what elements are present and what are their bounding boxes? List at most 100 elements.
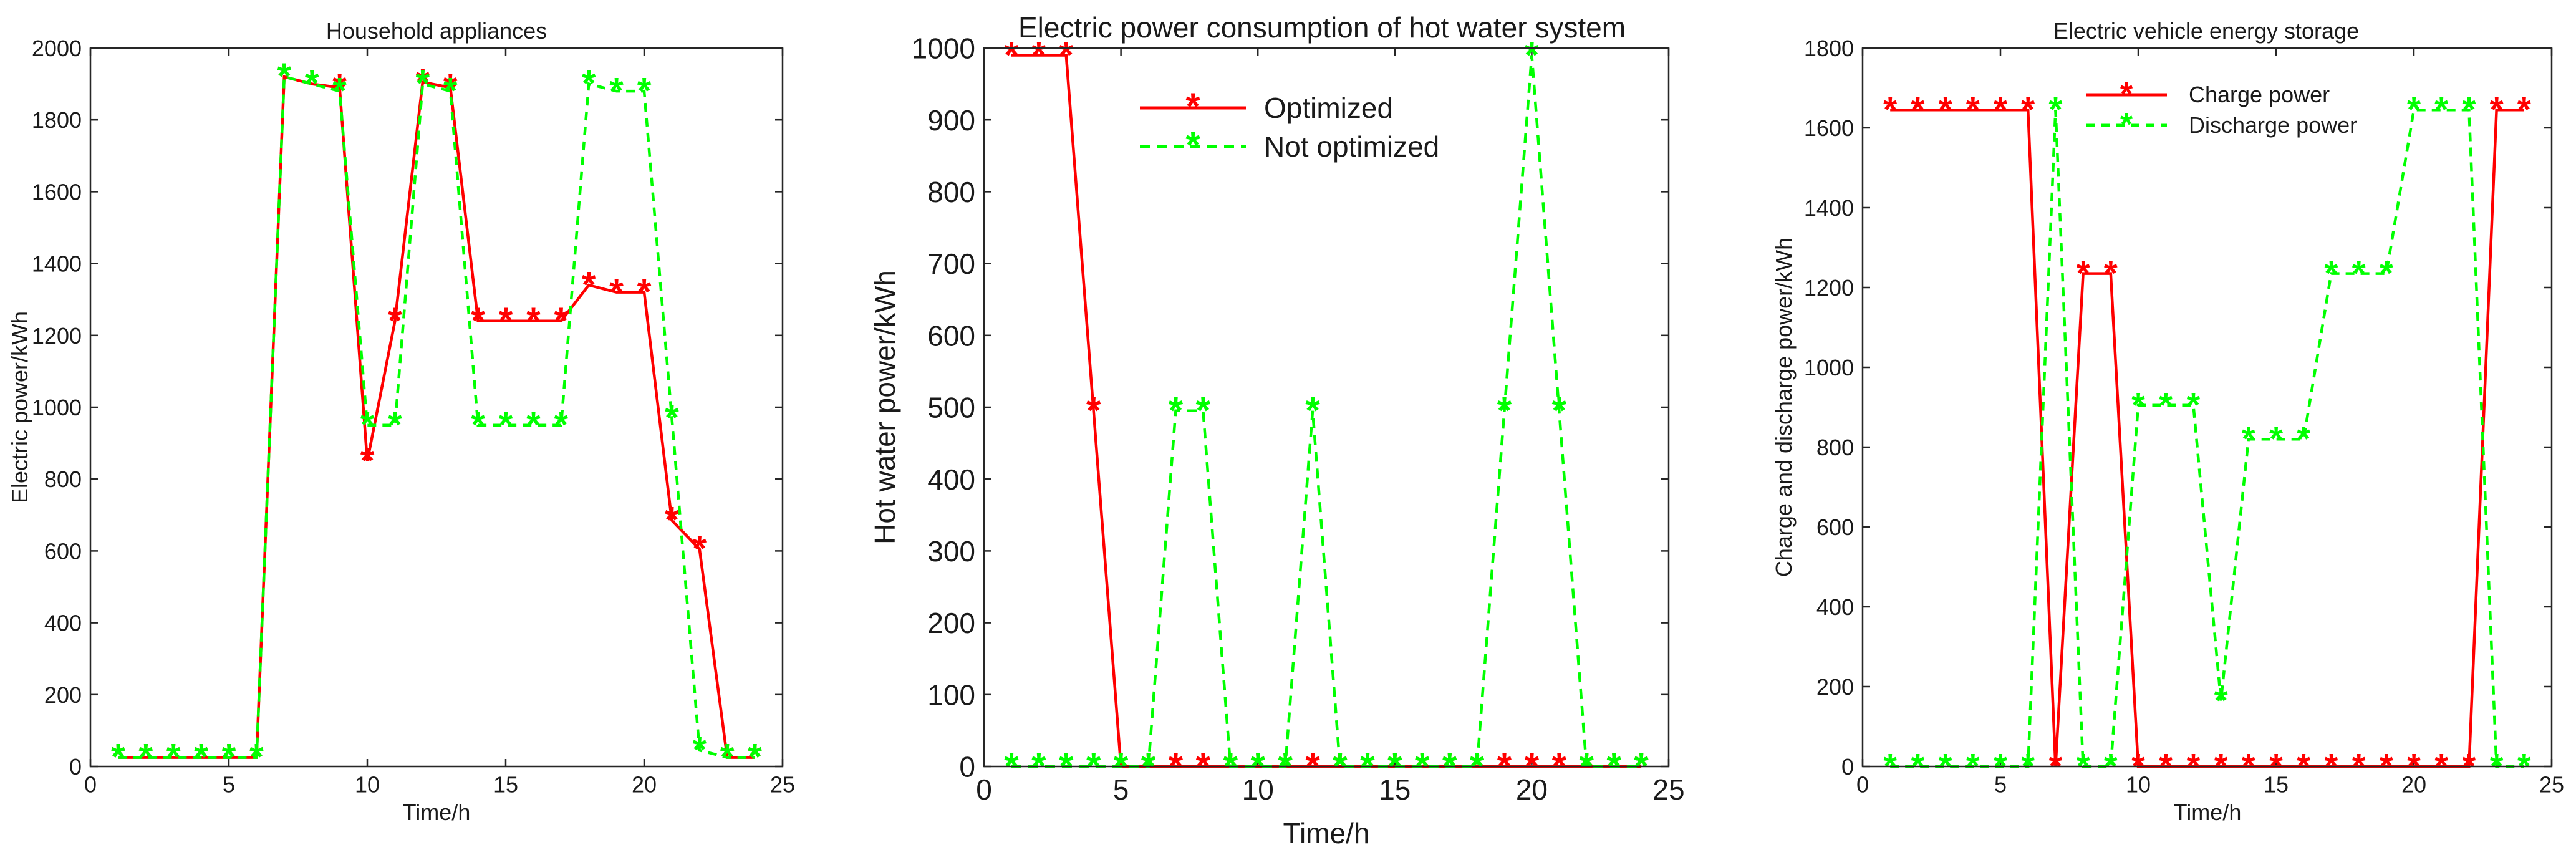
data-point-household-s0: * [139,737,153,778]
data-point-household-s0: * [222,737,236,778]
data-point-household-s0: * [249,737,264,778]
data-point-household-s1: * [305,64,319,104]
chart-ev-legend: * Charge power * Discharge power [2086,76,2357,143]
chart-ev-axes-box [1861,47,2553,768]
data-point-household-s1: * [609,70,624,111]
data-point-ev-s1: * [2242,419,2255,458]
x-tick-label: 25 [770,771,795,797]
x-tick-label: 20 [632,771,657,797]
data-point-household-s1: * [582,64,596,104]
data-point-household-s0: * [443,67,458,108]
y-tick-label: 1000 [912,32,975,65]
data-point-household-s1: * [139,737,153,778]
data-point-ev-s0: * [1994,90,2007,129]
data-point-ev-s1: * [2159,385,2173,424]
data-point-hot-water-s1: * [1552,390,1567,432]
y-tick-label: 2000 [32,36,82,61]
data-point-household-s0: * [665,500,679,541]
x-tick-label: 0 [1856,771,1869,797]
data-point-household-s1: * [249,737,264,778]
legend-marker-optimized: * [1185,85,1200,127]
data-point-ev-s0: * [1966,90,1980,129]
legend-label-discharge: Discharge power [2189,112,2357,138]
y-tick-label: 1000 [1804,355,1854,380]
data-point-household-s0: * [111,737,125,778]
data-point-hot-water-s1: * [1525,34,1540,75]
chart-household-title: Household appliances [326,18,547,44]
data-point-household-s1: * [526,405,541,445]
data-point-ev-s0: * [2104,253,2118,292]
legend-label-charge: Charge power [2189,82,2330,107]
data-point-household-s0: * [332,67,347,108]
data-point-household-s1: * [720,737,735,778]
chart-hot-water-axes-box [983,47,1670,768]
x-tick-label: 5 [1994,771,2007,797]
x-tick-label: 25 [1652,773,1684,806]
data-point-ev-s0: * [1939,90,1952,129]
y-tick-label: 300 [927,535,975,568]
y-tick-label: 200 [927,607,975,639]
data-point-household-s1: * [111,737,125,778]
data-point-household-s1: * [388,405,402,445]
data-point-ev-s0: * [1883,90,1897,129]
legend-label-not-optimized: Not optimized [1264,130,1439,163]
series-line-household-dashed [118,75,755,759]
y-tick-label: 0 [959,751,975,783]
y-tick-label: 200 [44,682,82,708]
y-tick-label: 600 [927,319,975,352]
data-point-household-s0: * [554,301,569,341]
data-point-household-s1: * [277,56,292,97]
x-tick-label: 15 [2264,771,2289,797]
data-point-household-s0: * [582,264,596,305]
data-point-ev-s1: * [2269,419,2283,458]
data-point-household-s1: * [693,730,707,770]
data-point-ev-s1: * [2297,419,2310,458]
data-point-hot-water-s0: * [1031,34,1046,75]
data-point-ev-s1: * [2214,680,2228,720]
x-tick-label: 25 [2539,771,2564,797]
data-point-ev-s0: * [2490,90,2504,129]
data-point-household-s0: * [388,301,402,341]
y-tick-label: 800 [1816,435,1854,460]
y-tick-label: 200 [1816,674,1854,700]
x-tick-label: 5 [1113,773,1129,806]
data-point-ev-s0: * [1911,90,1925,129]
x-tick-label: 0 [976,773,992,806]
legend-marker-charge: * [2120,76,2133,112]
x-tick-label: 20 [2401,771,2426,797]
data-point-household-s1: * [360,405,375,445]
data-point-household-s0: * [609,272,624,312]
y-tick-label: 400 [44,611,82,636]
chart-ev-storage: 0 5 10 15 20 25 0 200 400 600 800 1000 1200 1400 1600 1… [1771,18,2564,825]
chart-household-ylabel: Electric power/kWh [7,311,32,503]
chart-household-xlabel: Time/h [403,800,471,825]
data-point-household-s1: * [665,397,679,438]
data-point-ev-s1: * [2407,90,2421,129]
y-tick-label: 1200 [1804,275,1854,301]
data-point-ev-s0: * [2021,90,2035,129]
chart-household-appliances: 0 5 10 15 20 25 0 200 400 600 800 1000 1200 1400 1600 1… [7,18,795,825]
chart-hot-water-xlabel: Time/h [1283,817,1370,849]
chart-hot-water-ylabel: Hot water power/kWh [869,270,901,544]
data-point-ev-s0: * [2077,253,2090,292]
data-point-household-s0: * [499,301,513,341]
data-point-household-s1: * [499,405,513,445]
data-point-household-s0: * [526,301,541,341]
x-tick-label: 15 [493,771,518,797]
data-point-household-s1: * [222,737,236,778]
data-point-household-s1: * [166,737,181,778]
legend-label-optimized: Optimized [1264,92,1393,124]
chart-hot-water-ticks: 0 5 10 15 20 25 0 100 200 300 400 500 600 700 800 900 10… [912,32,1685,806]
x-tick-label: 10 [355,771,380,797]
chart-household-series: * * * * * ** * **** ** * * ** * **** ** * * * * ** * ** ** ** * *… [111,56,762,778]
y-tick-label: 1600 [32,179,82,205]
data-point-ev-s1: * [2131,385,2145,424]
y-tick-label: 0 [1841,754,1854,780]
data-point-hot-water-s0: * [1004,34,1019,75]
y-tick-label: 0 [69,754,82,780]
y-tick-label: 600 [1816,515,1854,540]
data-point-ev-s1: * [2463,90,2476,129]
chart-hot-water-legend: * Optimized * Not optimized [1140,85,1439,166]
data-point-ev-s1: * [2049,90,2063,129]
chart-ev-ylabel: Charge and discharge power/kWh [1771,238,1797,577]
